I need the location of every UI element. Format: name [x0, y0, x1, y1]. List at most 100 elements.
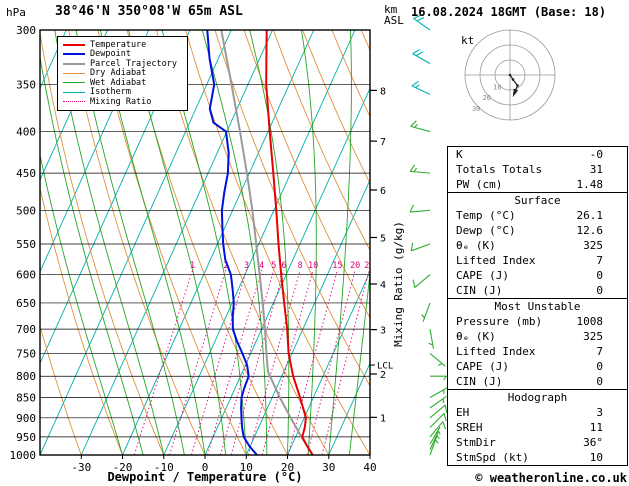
pressure-axis-unit: hPa: [6, 6, 26, 19]
table-value: 0: [596, 360, 603, 373]
legend-item: Temperature: [63, 40, 177, 50]
table-value: 11: [589, 421, 603, 434]
table-label: K: [456, 148, 463, 161]
mixing-ratio-value-label: 2: [223, 261, 228, 271]
mixing-ratio-value-label: 5: [271, 261, 276, 271]
wind-barb: [429, 426, 441, 445]
mixing-ratio-value-label: 15: [332, 261, 342, 271]
barb-staff: [410, 125, 431, 133]
temp-tick-label: 30: [322, 461, 335, 474]
barb-staff: [410, 170, 431, 174]
table-value: 31: [589, 163, 603, 176]
km-tick-label: 3: [380, 326, 386, 337]
barb-half: [413, 167, 418, 173]
table-label: SREH: [456, 421, 483, 434]
wind-barb: [429, 431, 440, 450]
legend-label: Dry Adiabat: [90, 68, 147, 79]
pressure-tick-label: 800: [16, 370, 36, 383]
barb-full: [416, 16, 425, 22]
table-value: 1008: [576, 315, 604, 328]
barb-staff: [411, 85, 431, 95]
table-row: CIN (J) 0: [448, 283, 627, 298]
pressure-tick-label: 600: [16, 269, 36, 282]
legend-item: Isotherm: [63, 87, 177, 98]
isotherm-line: [204, 87, 370, 455]
barb-half: [428, 342, 433, 346]
table-row: CIN (J) 0: [448, 374, 627, 389]
table-row: PW (cm) 1.48: [448, 177, 627, 192]
parcel-trajectory-line: [220, 30, 314, 455]
pressure-tick-label: 350: [16, 78, 36, 91]
barb-full: [444, 404, 448, 413]
barb-half: [443, 375, 447, 381]
hodograph-ring-label: 10: [493, 84, 501, 92]
table-value: 0: [596, 269, 603, 282]
temp-tick-label: 40: [363, 461, 376, 474]
table-value: 325: [583, 330, 603, 343]
table-label: PW (cm): [456, 178, 503, 191]
table-row: Pressure (mb) 1008: [448, 314, 627, 329]
table-label: Temp (°C): [456, 209, 516, 222]
dry-adiabat-line: [302, 30, 370, 185]
barb-staff: [429, 421, 444, 438]
barb-full: [442, 421, 447, 430]
barb-staff: [429, 431, 439, 450]
table-label: EH: [456, 406, 470, 419]
table-row: Dewp (°C) 12.6: [448, 223, 627, 238]
table-section-header: Hodograph: [448, 389, 627, 405]
isotherm-line: [122, 30, 315, 455]
table-value: 325: [583, 239, 603, 252]
isotherm-line: [40, 30, 232, 455]
table-section-header: Most Unstable: [448, 298, 627, 314]
table-label: Dewp (°C): [456, 224, 516, 237]
legend-item: Wet Adiabat: [63, 78, 177, 88]
wet-adiabat-line: [300, 30, 317, 455]
legend-label: Isotherm: [90, 87, 131, 98]
wind-barb: [429, 404, 448, 419]
wind-barb: [409, 164, 431, 174]
barb-half: [437, 363, 443, 366]
legend-swatch-parcel: [63, 62, 85, 65]
legend-label: Dewpoint: [90, 49, 131, 60]
barb-staff: [413, 18, 431, 31]
wind-barb: [409, 204, 431, 213]
wind-barb: [429, 436, 439, 456]
legend-label: Mixing Ratio: [90, 96, 152, 107]
wind-barb: [429, 395, 447, 409]
barb-full: [413, 14, 422, 20]
table-row: StmSpd (kt) 10: [448, 450, 627, 465]
plot-area: 1 2 3 4 5 6 8 10 15 20 25: [40, 30, 370, 455]
table-row: θₑ (K) 325: [448, 238, 627, 253]
table-row: CAPE (J) 0: [448, 359, 627, 374]
barb-full: [443, 413, 447, 422]
km-tick-label: 7: [380, 137, 386, 148]
barb-staff: [429, 328, 435, 349]
barb-staff: [412, 53, 431, 65]
barb-staff: [429, 412, 445, 428]
barb-full: [412, 49, 420, 55]
x-axis-label: Dewpoint / Temperature (°C): [107, 470, 303, 484]
hodograph-ring-label: 30: [472, 105, 480, 113]
indices-table: K -0 Totals Totals 31 PW (cm) 1.48 Surface Temp…: [447, 146, 628, 466]
altitude-axis-unit: km ASL: [384, 4, 404, 26]
table-label: CAPE (J): [456, 269, 509, 282]
dry-adiabat-line: [272, 30, 370, 252]
table-value: 26.1: [576, 209, 604, 222]
table-value: 7: [596, 345, 603, 358]
hodograph-unit-label: kt: [461, 34, 475, 47]
wind-barb: [412, 49, 431, 65]
wind-barb: [429, 421, 447, 438]
hodograph-arrow: [512, 88, 519, 98]
hodograph-ring-label: 20: [483, 94, 491, 102]
table-label: Pressure (mb): [456, 315, 543, 328]
km-tick-label: 1: [380, 413, 386, 424]
table-label: StmSpd (kt): [456, 451, 529, 464]
barb-full: [415, 51, 424, 57]
isotherm-line: [287, 270, 370, 455]
table-label: Lifted Index: [456, 254, 536, 267]
temp-tick-label: 0: [202, 461, 209, 474]
barb-staff: [429, 436, 438, 456]
isotherm-line: [328, 362, 370, 455]
barb-staff: [414, 274, 431, 288]
